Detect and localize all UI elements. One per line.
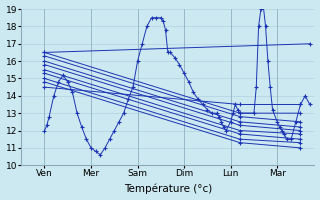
X-axis label: Température (°c): Température (°c) <box>124 184 212 194</box>
